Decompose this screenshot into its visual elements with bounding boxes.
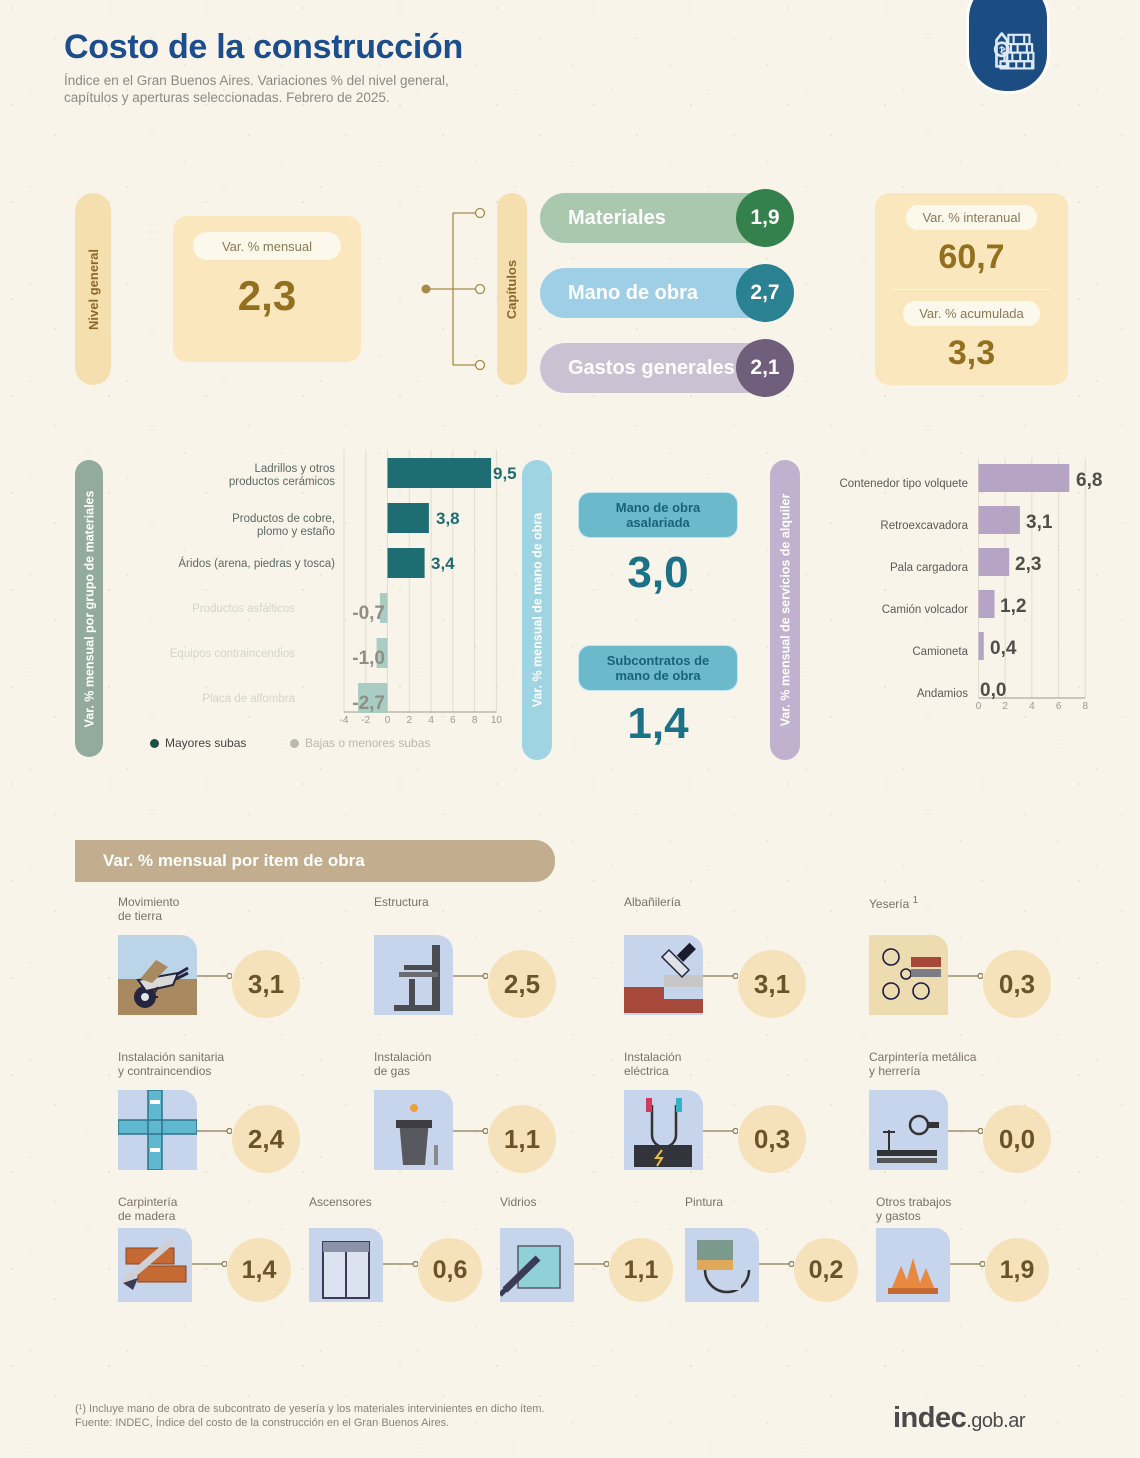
svg-text:2: 2	[1002, 701, 1008, 712]
svg-text:2: 2	[407, 715, 413, 726]
svg-text:3,4: 3,4	[431, 554, 455, 573]
svg-text:1,2: 1,2	[1000, 596, 1026, 617]
svg-text:0,4: 0,4	[990, 638, 1017, 659]
svg-text:4: 4	[428, 715, 434, 726]
svg-text:2,3: 2,3	[1015, 554, 1041, 575]
svg-text:6: 6	[1056, 701, 1062, 712]
svg-text:3,8: 3,8	[436, 509, 460, 528]
svg-text:-2: -2	[361, 715, 370, 726]
svg-text:4: 4	[1029, 701, 1035, 712]
svg-text:10: 10	[491, 715, 503, 726]
svg-text:6: 6	[450, 715, 456, 726]
svg-text:8: 8	[1083, 701, 1089, 712]
svg-text:3,1: 3,1	[1026, 512, 1053, 533]
svg-text:0: 0	[976, 701, 982, 712]
svg-text:0: 0	[385, 715, 391, 726]
svg-text:0,0: 0,0	[980, 680, 1006, 701]
svg-text:-4: -4	[340, 715, 349, 726]
svg-text:8: 8	[472, 715, 478, 726]
